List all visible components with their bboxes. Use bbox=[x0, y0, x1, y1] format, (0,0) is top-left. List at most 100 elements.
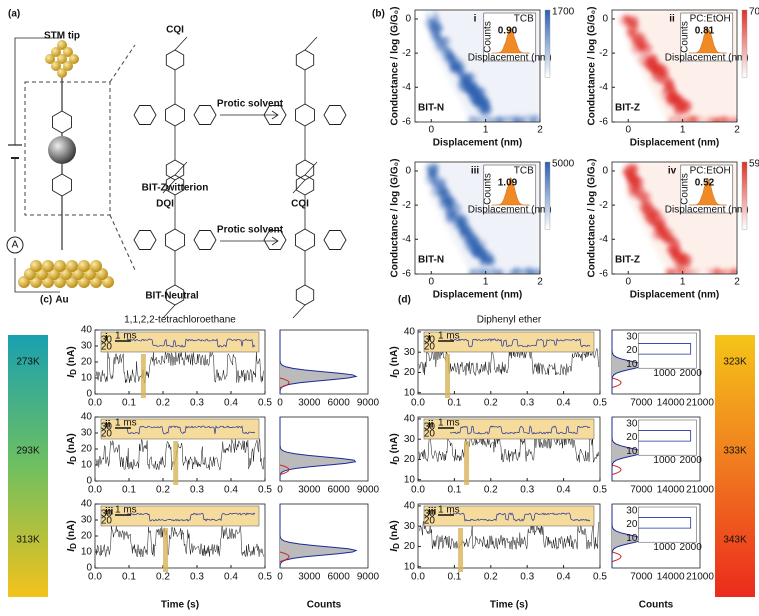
density bbox=[452, 54, 459, 61]
hist-fill bbox=[280, 417, 354, 481]
ring bbox=[323, 105, 347, 125]
hist-x-tick: 3000 bbox=[298, 485, 321, 496]
ammeter-label: A bbox=[12, 240, 19, 251]
tip-atom bbox=[63, 47, 73, 57]
hist-fit-low bbox=[611, 377, 622, 389]
hist-inset-x-tick: 2000 bbox=[680, 542, 703, 553]
y-tick-label: 30 bbox=[404, 434, 416, 445]
density bbox=[535, 268, 540, 274]
hist-inset-y-tick: 20 bbox=[626, 519, 638, 530]
x-tick-label: 0.3 bbox=[190, 485, 204, 496]
core bbox=[48, 136, 76, 164]
x-tick-label: 0.4 bbox=[557, 485, 571, 496]
density bbox=[468, 268, 475, 274]
x-tick-label: 0.3 bbox=[520, 572, 534, 583]
hist-inset bbox=[638, 506, 697, 543]
hist-fit bbox=[611, 417, 644, 481]
ring bbox=[263, 230, 287, 250]
hist-fit-low bbox=[611, 551, 622, 563]
plot-frame bbox=[414, 161, 541, 275]
y-label-rest: (nA) bbox=[66, 433, 77, 456]
x-tick-label: 2 bbox=[734, 277, 740, 288]
plot-frame bbox=[611, 9, 738, 123]
y-tick-label: 10 bbox=[81, 460, 93, 471]
aryl bbox=[165, 159, 185, 181]
colorbar-max: 598 bbox=[749, 159, 759, 170]
density bbox=[644, 213, 653, 222]
hist-inset bbox=[638, 419, 697, 456]
inset-y-tick: 20 bbox=[101, 429, 113, 440]
density bbox=[425, 13, 430, 18]
panel-label: (b) bbox=[372, 9, 385, 20]
hist-inset bbox=[638, 332, 697, 369]
y-tick-label: -6 bbox=[402, 117, 411, 128]
y-label-sub: D bbox=[392, 369, 401, 375]
y-tick-label: 40 bbox=[404, 414, 416, 425]
x-tick-label: 0.5 bbox=[258, 485, 272, 496]
x-tick-label: 0 bbox=[428, 277, 434, 288]
density bbox=[713, 118, 721, 122]
colorbar-max: 5000 bbox=[552, 159, 575, 170]
x-tick-label: 0.1 bbox=[122, 398, 136, 409]
y-label-sub: D bbox=[69, 456, 78, 462]
hist-x-tick: 7000 bbox=[630, 572, 653, 583]
highlight bbox=[140, 354, 146, 398]
solvent-label: Protic solvent bbox=[217, 99, 284, 110]
inset-y-tick: 20 bbox=[424, 342, 436, 353]
y-tick-label: 0 bbox=[86, 389, 92, 400]
density bbox=[482, 269, 488, 274]
y-axis-label: ID (nA) bbox=[66, 433, 78, 464]
hist-frame bbox=[279, 329, 369, 395]
hist-fill bbox=[612, 417, 642, 481]
highlight bbox=[163, 528, 168, 572]
density bbox=[671, 254, 683, 266]
density bbox=[457, 215, 467, 226]
highlight bbox=[445, 354, 451, 398]
y-axis-label: Conductance / log (G/G₀) bbox=[587, 7, 598, 126]
ring bbox=[295, 228, 315, 252]
density bbox=[637, 33, 645, 42]
inset-y-label: Counts bbox=[679, 173, 690, 205]
bond bbox=[292, 161, 318, 319]
ring bbox=[193, 230, 217, 250]
hist-x-tick: 6000 bbox=[328, 572, 351, 583]
current-trace bbox=[418, 521, 600, 551]
density bbox=[642, 205, 648, 212]
inset-histogram bbox=[688, 27, 727, 54]
current-trace bbox=[418, 434, 600, 464]
temperature-label: 313K bbox=[16, 535, 40, 546]
y-tick-label: 30 bbox=[404, 521, 416, 532]
density bbox=[506, 115, 514, 122]
y-tick-label: 0 bbox=[405, 166, 411, 177]
density bbox=[429, 166, 440, 177]
ring bbox=[133, 230, 157, 250]
temperature-label: 333K bbox=[723, 446, 747, 457]
au-atom bbox=[54, 260, 66, 272]
temperature-label: 273K bbox=[16, 357, 40, 368]
y-label-main: I bbox=[66, 462, 77, 465]
hist-fill bbox=[612, 330, 642, 394]
y-tick-label: 20 bbox=[404, 541, 416, 552]
hist-x-tick: 14000 bbox=[657, 398, 685, 409]
density bbox=[473, 246, 484, 257]
y-label-rest: (nA) bbox=[66, 346, 77, 369]
highlight bbox=[464, 441, 470, 485]
y-tick-label: 10 bbox=[81, 373, 93, 384]
y-tick-label: -2 bbox=[402, 48, 411, 59]
y-label-sub: D bbox=[69, 543, 78, 549]
hist-fit-low bbox=[611, 464, 622, 476]
callout bbox=[109, 44, 136, 271]
y-tick-label: 10 bbox=[404, 561, 416, 572]
hist-fill bbox=[612, 504, 642, 568]
y-tick-label: -2 bbox=[599, 48, 608, 59]
inset-y-tick: 20 bbox=[101, 342, 113, 353]
density bbox=[513, 271, 518, 274]
density bbox=[730, 118, 737, 122]
ring bbox=[323, 230, 347, 250]
x-axis-label: Displacement (nm) bbox=[433, 138, 522, 149]
inset-trace bbox=[126, 338, 256, 349]
row-index: ii bbox=[105, 420, 111, 431]
hist-inset-y-tick: 20 bbox=[626, 345, 638, 356]
circuit-wire bbox=[14, 37, 62, 293]
colorbar-max: 700 bbox=[749, 7, 759, 18]
